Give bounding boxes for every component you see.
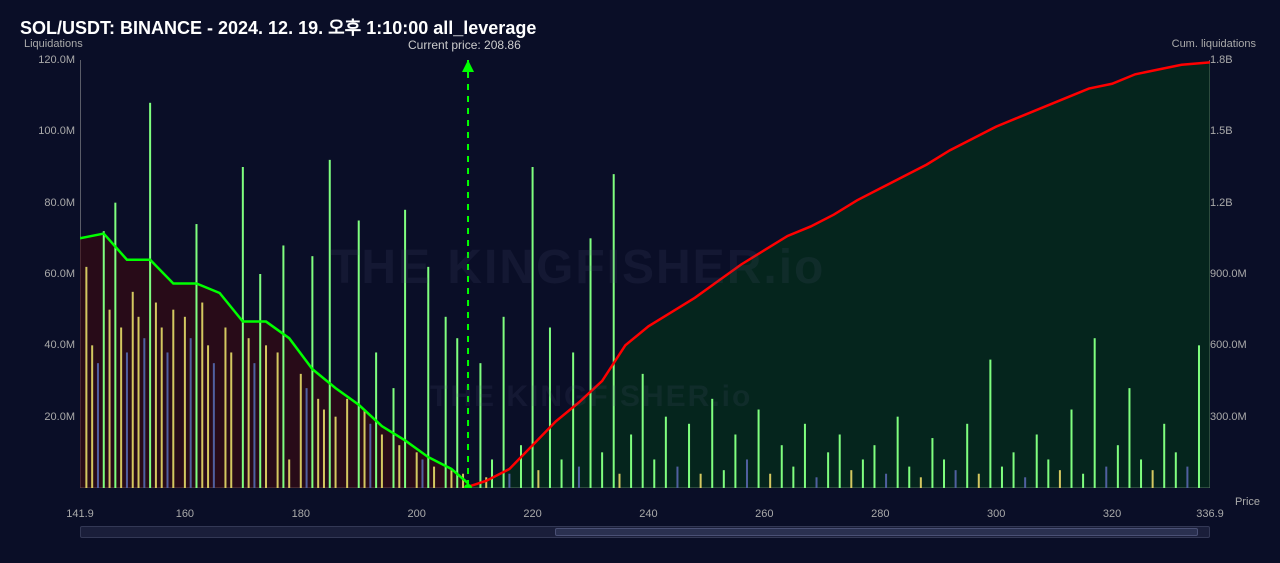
chart-area[interactable]	[80, 60, 1210, 488]
right-axis-label: Cum. liquidations	[1172, 38, 1256, 50]
x-axis-label: Price	[1235, 496, 1260, 508]
left-axis-label: Liquidations	[24, 38, 83, 50]
liquidation-chart	[80, 60, 1210, 488]
chart-title: SOL/USDT: BINANCE - 2024. 12. 19. 오후 1:1…	[20, 14, 536, 40]
chart-scrollbar-thumb[interactable]	[555, 528, 1198, 536]
chart-scrollbar-track[interactable]	[80, 526, 1210, 538]
current-price-label: Current price: 208.86	[408, 38, 521, 52]
